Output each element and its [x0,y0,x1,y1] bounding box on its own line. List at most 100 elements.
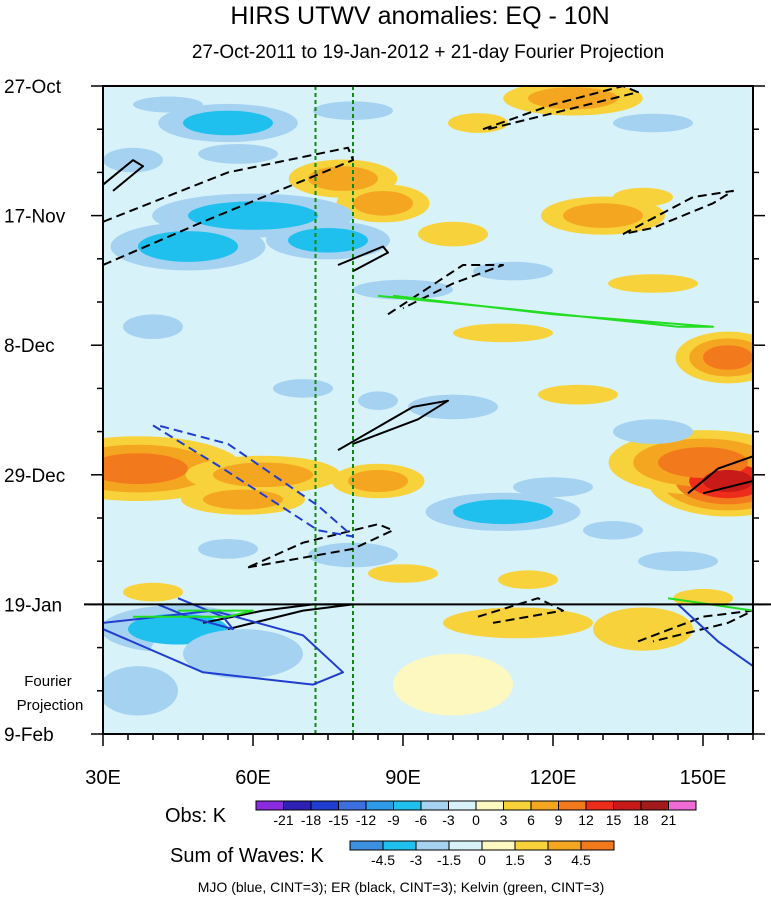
obs-anomaly-16 [353,279,453,300]
x-tick-label: 120E [530,767,577,789]
x-tick-label: 90E [385,767,421,789]
obs-anomaly-29 [348,469,408,493]
colorbar-level-label: -3 [442,812,455,828]
colorbar-level-label: -3 [410,852,423,868]
obs-anomaly-11 [138,231,238,262]
obs-anomaly-21 [703,345,753,370]
x-tick-label: 150E [680,767,727,789]
projection-anomaly-4 [593,607,693,651]
er-contour-1 [103,159,144,192]
obs-anomaly-35 [583,521,643,540]
colorbar-box [448,840,483,851]
obs-anomaly-8 [308,166,378,191]
mjo-contour-12 [152,424,354,538]
y-tick-label: 29-Dec [4,466,65,487]
obs-anomaly-38 [368,564,438,583]
legend-footer: MJO (blue, CINT=3); ER (black, CINT=3); … [198,879,605,895]
colorbar-box [547,840,582,851]
y-tick-label: 17-Nov [4,207,66,228]
colorbar-box [393,800,422,811]
colorbar-level-label: -15 [328,812,348,828]
projection-anomaly-2 [103,666,178,716]
y-tick-label: 8-Dec [4,336,55,357]
obs-anomaly-19 [123,314,183,340]
obs-anomaly-1 [183,110,273,136]
colorbar-level-label: -18 [301,812,321,828]
colorbar-box [283,800,312,811]
colorbar-level-label: 4.5 [571,852,591,868]
projection-anomaly-5 [393,653,513,716]
obs-anomaly-22 [273,379,333,398]
y-tick-label: 27-Oct [4,77,62,98]
obs-anomaly-5 [613,113,693,133]
colorbar-box [640,800,669,811]
projection-anomaly-6 [663,666,743,716]
colorbar-level-label: 3 [500,812,508,828]
colorbar-level-label: -12 [356,812,376,828]
obs-anomaly-9 [353,191,413,216]
colorbar-level-label: -9 [387,812,400,828]
colorbar-box [255,800,284,811]
obs-colorbar: -21 -18 -15 -12 -9 -6 -3 0 3 6 9 12 15 18 21 [255,800,697,828]
obs-anomaly-15 [613,187,673,207]
projection-anomaly-1 [183,629,303,679]
colorbar-box [475,800,504,811]
obs-anomaly-25 [538,384,618,405]
colorbar-box [420,800,449,811]
obs-anomaly-20 [453,323,553,343]
plot-area [103,86,753,734]
colorbar-box [349,840,384,851]
colorbar-box [503,800,532,811]
colorbar-level-label: 12 [578,812,594,828]
colorbar-box [558,800,587,811]
obs-anomaly-24 [358,391,398,411]
colorbar-box [365,800,394,811]
obs-anomaly-36 [198,539,258,559]
colorbar-box [310,800,339,811]
kelvin-contour-16 [377,294,714,328]
colorbar-level-label: -21 [273,812,293,828]
obs-anomaly-28 [213,462,313,488]
er-contour-4 [337,245,389,272]
obs-colorbar-label: Obs: K [165,805,227,827]
obs-anomaly-17 [473,261,553,281]
colorbar-level-label: -1.5 [437,852,461,868]
er-contour-11 [687,455,753,495]
projection-label-line2: Projection [17,697,84,714]
mjo-contour-15 [677,603,753,667]
colorbar-box [448,800,477,811]
colorbar-box [415,840,450,851]
colorbar-level-label: -6 [415,812,428,828]
colorbar-level-label: 15 [606,812,622,828]
colorbar-level-label: 0 [472,812,480,828]
colorbar-box [338,800,367,811]
colorbar-level-label: 0 [478,852,486,868]
obs-anomaly-10 [188,201,318,230]
obs-anomaly-40 [498,570,558,589]
colorbar-box [580,840,615,851]
y-tick-labels: 27-Oct 17-Nov 8-Dec 29-Dec 19-Jan 9-Feb [4,77,66,746]
projection-label-line1: Fourier [24,673,72,690]
x-tick-labels: 30E 60E 90E 120E 150E [85,767,726,789]
obs-anomaly-18 [608,274,698,293]
colorbar-box [382,840,417,851]
obs-anomaly-13 [418,221,488,247]
obs-anomaly-14 [563,203,643,228]
colorbar-level-label: -4.5 [371,852,395,868]
er-contour-0 [103,146,354,266]
colorbar-level-label: 9 [555,812,563,828]
colorbar-box [514,840,549,851]
colorbar-level-label: 18 [633,812,649,828]
colorbar-level-label: 6 [527,812,535,828]
obs-anomaly-41 [123,582,183,602]
er-contour-6 [337,399,449,451]
obs-anomaly-34 [453,499,553,525]
axes [84,85,771,746]
colorbar-box [585,800,614,811]
obs-anomaly-23 [408,394,498,420]
y-tick-label: 19-Jan [4,595,62,616]
x-tick-label: 60E [235,767,271,789]
obs-anomaly-39 [638,551,718,572]
colorbar-level-label: 3 [544,852,552,868]
waves-colorbar-label: Sum of Waves: K [170,845,324,867]
